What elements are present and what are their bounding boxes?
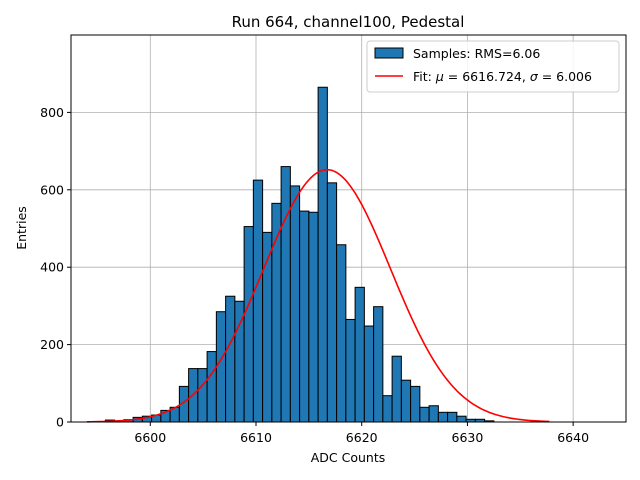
x-tick-label: 6610 bbox=[240, 430, 272, 445]
histogram-bar bbox=[391, 355, 402, 423]
histogram-bar bbox=[456, 415, 467, 423]
histogram-bar bbox=[354, 286, 365, 423]
legend-fit-mu-text: = 6616.724, bbox=[444, 69, 530, 84]
legend: Samples: RMS=6.06 Fit: μ = 6616.724, σ =… bbox=[366, 40, 620, 93]
histogram-bar bbox=[280, 166, 291, 423]
x-tick-label: 6600 bbox=[134, 430, 166, 445]
y-tick-label: 600 bbox=[40, 182, 64, 197]
histogram-bar bbox=[382, 395, 393, 423]
histogram-bar bbox=[215, 311, 227, 423]
histogram-bar bbox=[271, 202, 282, 423]
histogram-bar bbox=[326, 182, 338, 423]
fit-curve-group bbox=[86, 168, 550, 423]
legend-box bbox=[366, 40, 620, 93]
histogram-bar bbox=[308, 211, 319, 423]
y-axis-ticks: 0 200 400 600 800 bbox=[40, 105, 71, 430]
y-tick-label: 0 bbox=[56, 415, 64, 430]
y-tick-label: 200 bbox=[40, 337, 64, 352]
histogram-bar bbox=[400, 379, 412, 423]
histogram-bar bbox=[243, 226, 254, 423]
y-tick-label: 400 bbox=[40, 260, 64, 275]
histogram-bars bbox=[104, 86, 495, 423]
legend-fit-mu-symbol: μ bbox=[435, 69, 444, 84]
legend-fit-prefix: Fit: bbox=[413, 69, 436, 84]
x-tick-label: 6620 bbox=[346, 430, 378, 445]
legend-fit-sigma-symbol: σ bbox=[530, 69, 539, 84]
histogram-bar bbox=[299, 210, 310, 423]
histogram-bar bbox=[197, 368, 208, 423]
histogram-bar bbox=[410, 385, 421, 423]
histogram-bar bbox=[206, 351, 217, 423]
x-tick-label: 6630 bbox=[452, 430, 484, 445]
x-tick-label: 6640 bbox=[557, 430, 589, 445]
chart-title: Run 664, channel100, Pedestal bbox=[232, 13, 465, 31]
fit-curve bbox=[86, 168, 550, 423]
x-axis-label: ADC Counts bbox=[311, 450, 386, 465]
histogram-bar bbox=[363, 325, 375, 423]
plot-frame bbox=[70, 34, 627, 423]
legend-samples-label: Samples: RMS=6.06 bbox=[413, 46, 540, 61]
histogram-bar bbox=[437, 411, 449, 423]
histogram-bar bbox=[345, 318, 356, 423]
histogram-bar bbox=[252, 179, 264, 423]
x-axis-ticks: 6600 6610 6620 6630 6640 bbox=[134, 422, 589, 445]
histogram-bar bbox=[447, 411, 458, 423]
histogram-bar bbox=[419, 406, 430, 423]
y-axis-label: Entries bbox=[14, 206, 29, 250]
legend-samples-swatch bbox=[374, 47, 404, 59]
histogram-bar bbox=[317, 86, 328, 423]
y-tick-label: 800 bbox=[40, 105, 64, 120]
histogram-bar bbox=[428, 405, 439, 423]
histogram-bar bbox=[225, 295, 236, 423]
legend-fit-label: Fit: μ = 6616.724, σ = 6.006 bbox=[413, 69, 592, 84]
histogram-bar bbox=[336, 244, 347, 423]
histogram-bar bbox=[373, 306, 384, 423]
legend-fit-sigma-text: = 6.006 bbox=[538, 69, 592, 84]
histogram-bar bbox=[289, 185, 301, 423]
